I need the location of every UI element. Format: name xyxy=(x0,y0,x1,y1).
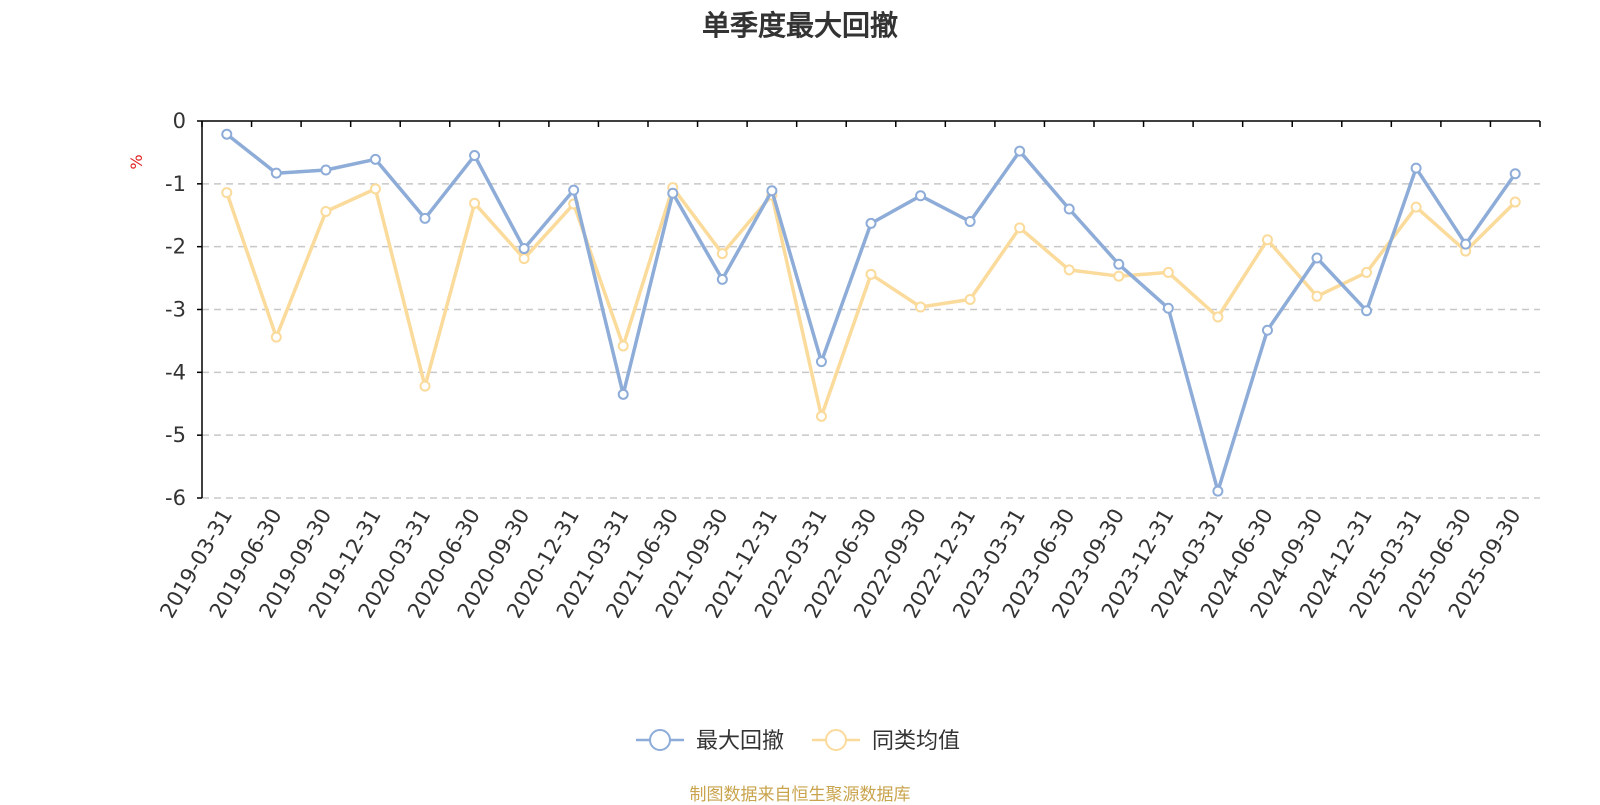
data-point xyxy=(964,293,976,305)
data-point xyxy=(270,331,282,343)
legend-item-2: 同类均值 xyxy=(812,729,960,754)
legend-label: 同类均值 xyxy=(872,729,960,754)
data-point xyxy=(766,185,778,197)
data-point xyxy=(865,217,877,229)
data-point xyxy=(1063,203,1075,215)
series-1 xyxy=(221,128,1521,497)
data-point xyxy=(1162,302,1174,314)
data-point xyxy=(617,340,629,352)
y-tick-label: -3 xyxy=(165,298,186,322)
data-point xyxy=(915,301,927,313)
data-point xyxy=(1509,168,1521,180)
source-note: 制图数据来自恒生聚源数据库 xyxy=(689,785,911,805)
data-point xyxy=(964,216,976,228)
y-tick-label: -5 xyxy=(165,423,186,447)
legend-label: 最大回撤 xyxy=(696,729,784,754)
data-point xyxy=(617,388,629,400)
data-point xyxy=(1113,258,1125,270)
data-point xyxy=(1261,324,1273,336)
y-tick-label: -4 xyxy=(165,360,186,384)
data-point xyxy=(815,410,827,422)
data-point xyxy=(1162,266,1174,278)
legend-marker xyxy=(825,729,847,751)
data-point xyxy=(518,253,530,265)
data-point xyxy=(419,380,431,392)
data-point xyxy=(716,248,728,260)
legend-marker xyxy=(649,729,671,751)
data-point xyxy=(320,205,332,217)
data-point xyxy=(667,187,679,199)
data-point xyxy=(369,153,381,165)
data-point xyxy=(518,243,530,255)
y-tick-label: -1 xyxy=(165,172,186,196)
y-tick-label: -6 xyxy=(165,486,186,510)
legend-item-1: 最大回撤 xyxy=(636,729,784,754)
data-point xyxy=(1113,270,1125,282)
data-point xyxy=(1063,264,1075,276)
data-point xyxy=(1014,145,1026,157)
data-point xyxy=(716,273,728,285)
data-point xyxy=(1212,311,1224,323)
data-point xyxy=(1311,290,1323,302)
data-point xyxy=(1361,266,1373,278)
series-2 xyxy=(221,182,1521,422)
y-tick-label: -2 xyxy=(165,235,186,259)
data-point xyxy=(1014,222,1026,234)
chart-title: 单季度最大回撤 xyxy=(701,9,898,42)
series-group xyxy=(221,128,1521,497)
data-point xyxy=(419,212,431,224)
y-tick-label: 0 xyxy=(173,109,186,133)
data-point xyxy=(1361,305,1373,317)
grid-lines xyxy=(202,183,1540,499)
data-point xyxy=(469,197,481,209)
data-point xyxy=(1509,196,1521,208)
data-point xyxy=(1261,234,1273,246)
data-point xyxy=(865,268,877,280)
data-point xyxy=(469,150,481,162)
data-point xyxy=(1212,485,1224,497)
data-point xyxy=(270,167,282,179)
data-point xyxy=(320,164,332,176)
data-point xyxy=(1311,252,1323,264)
legend: 最大回撤 同类均值 xyxy=(636,729,960,754)
data-point xyxy=(815,356,827,368)
data-point xyxy=(1410,201,1422,213)
data-point xyxy=(221,187,233,199)
series-line xyxy=(225,132,1517,493)
y-axis-label: % xyxy=(127,154,146,169)
data-point xyxy=(1410,162,1422,174)
axes xyxy=(201,120,1540,498)
data-point xyxy=(1460,238,1472,250)
data-point xyxy=(221,128,233,140)
data-point xyxy=(568,184,580,196)
data-point xyxy=(915,190,927,202)
y-axis-ticks: 0 -1 -2 -3 -4 -5 -6 xyxy=(165,109,202,510)
data-point xyxy=(369,183,381,195)
